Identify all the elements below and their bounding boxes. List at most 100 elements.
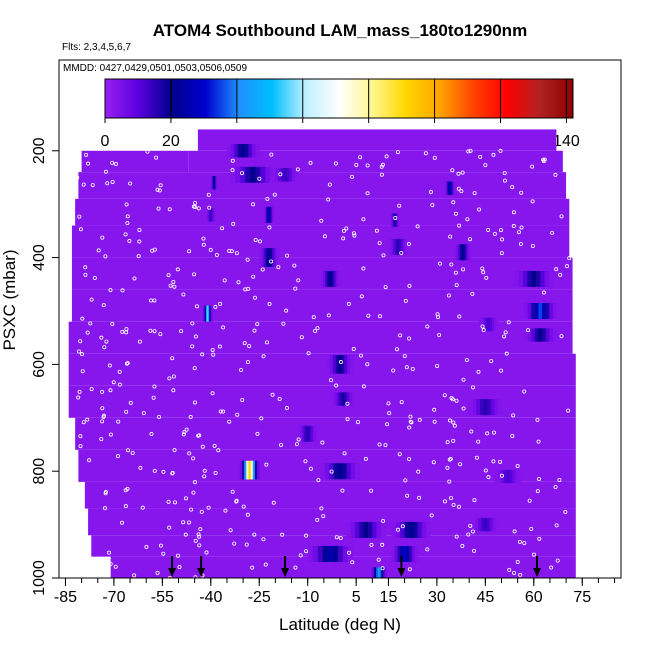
sample-point bbox=[136, 254, 141, 259]
heat-cell bbox=[483, 317, 486, 332]
sample-point bbox=[88, 321, 93, 326]
sample-point bbox=[183, 496, 188, 501]
heat-feature bbox=[444, 181, 456, 195]
sample-point bbox=[530, 243, 535, 248]
sample-point bbox=[506, 320, 511, 325]
sample-point bbox=[152, 384, 157, 389]
heat-feature bbox=[205, 208, 217, 222]
heat-cell bbox=[448, 181, 450, 195]
heat-cell bbox=[444, 181, 447, 195]
sample-point bbox=[469, 429, 474, 434]
heat-feature bbox=[230, 166, 277, 183]
heat-cell bbox=[379, 567, 383, 578]
heat-cell bbox=[320, 463, 326, 480]
sample-point bbox=[456, 171, 461, 176]
heat-cell bbox=[342, 463, 348, 480]
heat-cell bbox=[346, 521, 352, 538]
sample-point bbox=[407, 425, 412, 430]
sample-point bbox=[398, 333, 403, 338]
heat-cell bbox=[269, 206, 272, 223]
heat-cell bbox=[277, 168, 282, 182]
sample-point bbox=[374, 228, 379, 233]
sample-point bbox=[476, 439, 481, 444]
heat-cell bbox=[322, 270, 326, 287]
sample-point bbox=[432, 155, 437, 160]
sample-point bbox=[319, 218, 324, 223]
sample-point bbox=[85, 330, 90, 335]
sample-point bbox=[423, 151, 428, 156]
sample-point bbox=[480, 324, 485, 329]
heat-cell bbox=[211, 305, 214, 322]
sample-point bbox=[181, 292, 186, 297]
sample-point bbox=[491, 152, 496, 157]
heat-cell bbox=[531, 302, 536, 319]
sample-point bbox=[522, 389, 527, 394]
heat-cell bbox=[483, 399, 488, 416]
sample-point bbox=[83, 265, 88, 270]
sample-point bbox=[515, 463, 520, 468]
sample-point bbox=[391, 368, 396, 373]
heat-cell bbox=[452, 181, 455, 195]
sample-point bbox=[124, 409, 129, 414]
sample-point bbox=[270, 392, 275, 397]
heat-cell bbox=[210, 176, 213, 190]
sample-point bbox=[176, 553, 181, 558]
heat-cell bbox=[392, 213, 394, 227]
heat-cell bbox=[209, 305, 211, 322]
sample-point bbox=[435, 363, 440, 368]
sample-point bbox=[504, 351, 509, 356]
heat-cell bbox=[216, 176, 218, 190]
heat-cell bbox=[414, 545, 419, 562]
heat-cell bbox=[527, 270, 533, 287]
sample-point bbox=[199, 509, 204, 514]
heat-cell bbox=[485, 317, 489, 332]
sample-point bbox=[417, 417, 422, 422]
sample-point bbox=[502, 334, 507, 339]
heat-cell bbox=[266, 206, 268, 223]
heat-cell bbox=[391, 213, 393, 227]
sample-point bbox=[151, 395, 156, 400]
heat-cell bbox=[333, 463, 339, 480]
sample-point bbox=[452, 423, 457, 428]
sample-point bbox=[157, 188, 162, 193]
sample-point bbox=[397, 203, 402, 208]
heat-cell bbox=[350, 463, 356, 480]
sample-point bbox=[453, 211, 458, 216]
sample-point bbox=[313, 328, 318, 333]
sample-point bbox=[454, 283, 459, 288]
sample-point bbox=[100, 235, 105, 240]
dates-subtitle: MMDD: 0427,0429,0501,0503,0506,0509 bbox=[63, 63, 247, 74]
heat-cell bbox=[226, 144, 232, 158]
heat-cell bbox=[346, 392, 351, 406]
sample-point bbox=[104, 339, 109, 344]
heat-cell bbox=[549, 328, 554, 342]
sample-point bbox=[100, 389, 105, 394]
sample-point bbox=[120, 288, 125, 293]
sample-point bbox=[432, 407, 437, 412]
sample-point bbox=[184, 427, 189, 432]
sample-point bbox=[381, 519, 386, 524]
sample-point bbox=[259, 416, 264, 421]
heat-cell bbox=[478, 517, 482, 532]
sample-point bbox=[192, 480, 197, 485]
sample-point bbox=[250, 565, 255, 570]
sample-point bbox=[132, 573, 137, 578]
sample-point bbox=[192, 400, 197, 405]
sample-point bbox=[252, 295, 257, 300]
sample-point bbox=[327, 182, 332, 187]
sample-point bbox=[448, 496, 453, 501]
sample-point bbox=[298, 553, 303, 558]
sample-point bbox=[187, 249, 192, 254]
heat-cell bbox=[270, 206, 273, 223]
sample-point bbox=[468, 237, 473, 242]
sample-point bbox=[258, 239, 263, 244]
sample-point bbox=[218, 409, 223, 414]
sample-point bbox=[466, 149, 471, 154]
heat-cell bbox=[408, 521, 414, 538]
heat-cell bbox=[205, 305, 208, 322]
heat-feature bbox=[320, 463, 360, 480]
sample-point bbox=[431, 460, 436, 465]
sample-point bbox=[110, 321, 115, 326]
sample-point bbox=[541, 159, 546, 164]
sample-point bbox=[117, 382, 122, 387]
